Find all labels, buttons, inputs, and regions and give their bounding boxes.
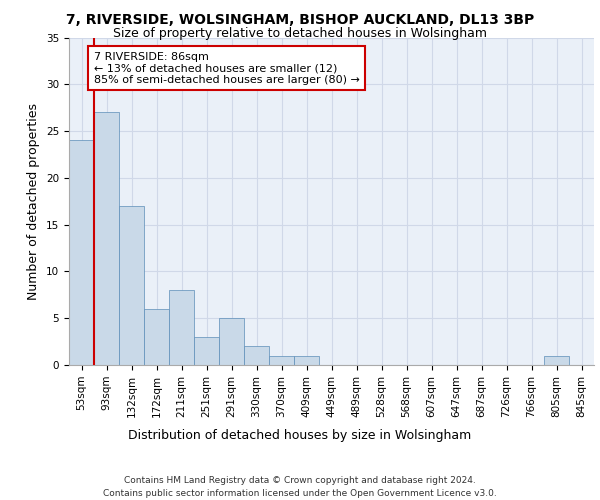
Text: Distribution of detached houses by size in Wolsingham: Distribution of detached houses by size …	[128, 430, 472, 442]
Y-axis label: Number of detached properties: Number of detached properties	[28, 103, 40, 300]
Bar	[169, 290, 194, 365]
Bar	[244, 346, 269, 365]
Bar	[69, 140, 94, 365]
Bar	[94, 112, 119, 365]
Bar	[544, 356, 569, 365]
Bar	[219, 318, 244, 365]
Bar	[119, 206, 144, 365]
Bar	[269, 356, 294, 365]
Bar	[294, 356, 319, 365]
Text: 7, RIVERSIDE, WOLSINGHAM, BISHOP AUCKLAND, DL13 3BP: 7, RIVERSIDE, WOLSINGHAM, BISHOP AUCKLAN…	[66, 12, 534, 26]
Bar	[144, 309, 169, 365]
Text: 7 RIVERSIDE: 86sqm
← 13% of detached houses are smaller (12)
85% of semi-detache: 7 RIVERSIDE: 86sqm ← 13% of detached hou…	[94, 52, 360, 84]
Bar	[194, 337, 219, 365]
Text: Size of property relative to detached houses in Wolsingham: Size of property relative to detached ho…	[113, 28, 487, 40]
Text: Contains HM Land Registry data © Crown copyright and database right 2024.
Contai: Contains HM Land Registry data © Crown c…	[103, 476, 497, 498]
